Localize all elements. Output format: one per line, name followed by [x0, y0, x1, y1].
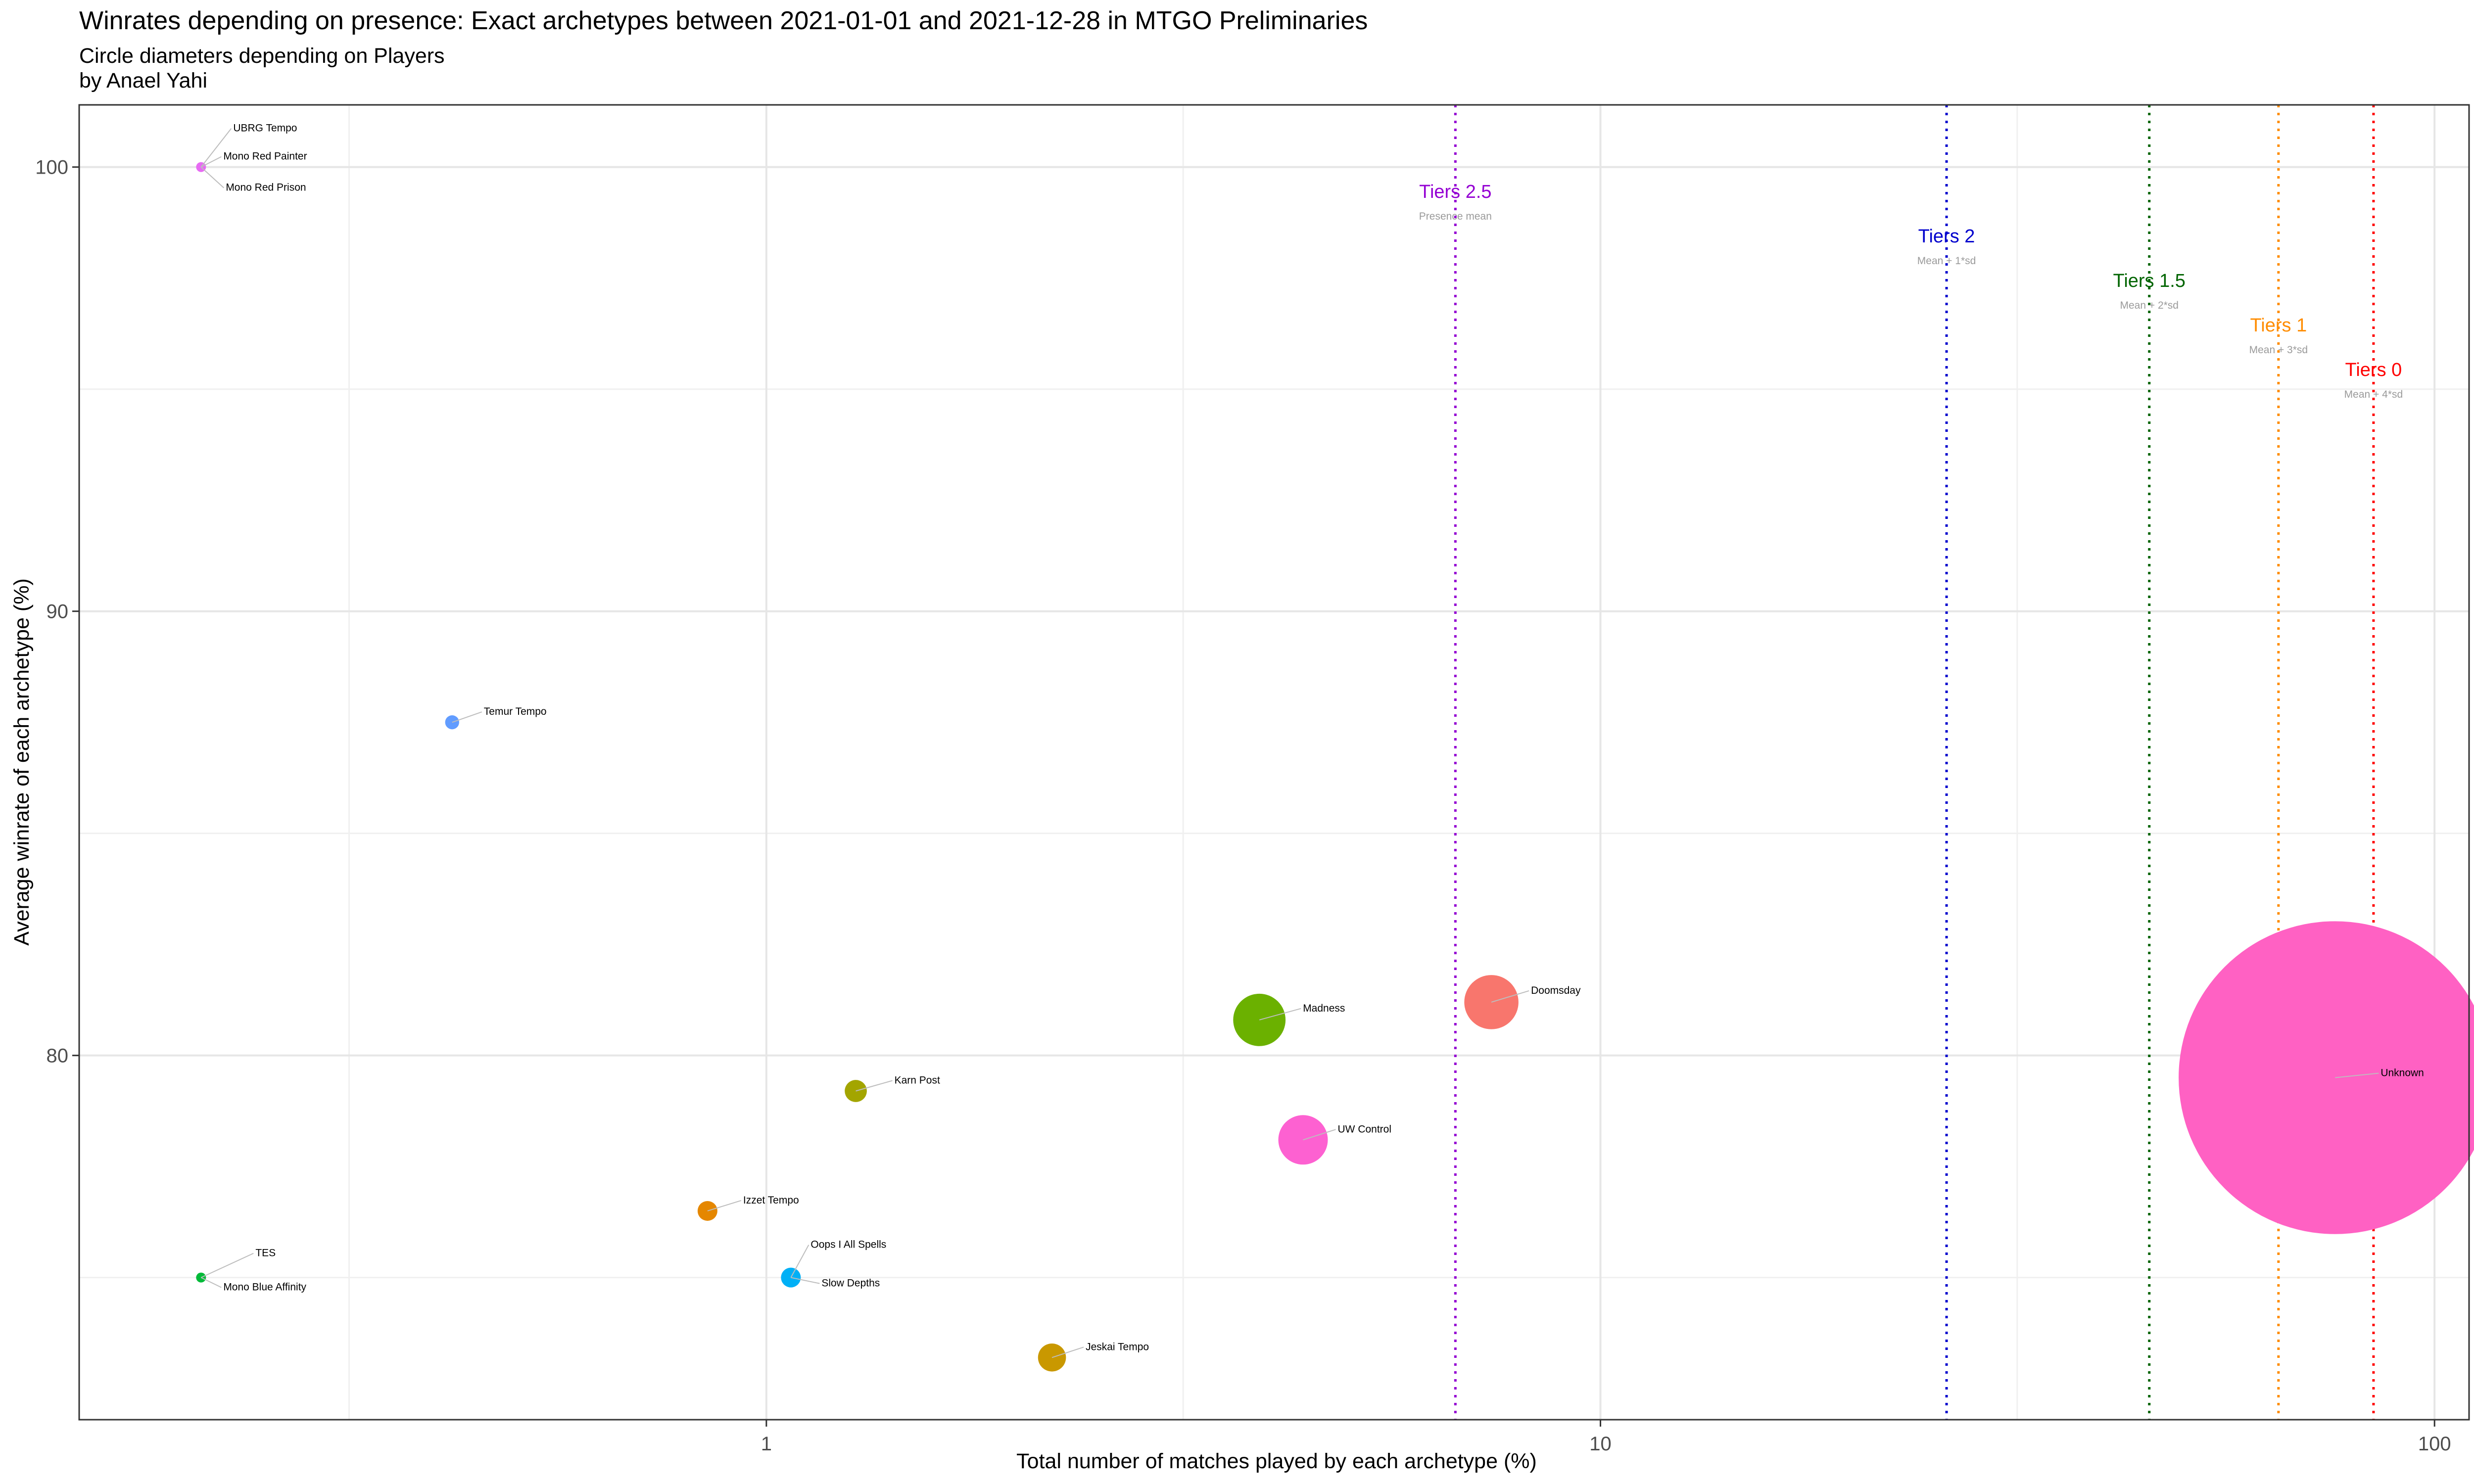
- point-label: Oops I All Spells: [810, 1239, 886, 1251]
- tier-lines: [1454, 105, 2375, 1420]
- point-label: Temur Tempo: [484, 706, 547, 717]
- label-leader: [2335, 1072, 2379, 1078]
- label-leader: [452, 711, 482, 723]
- label-leader: [200, 1277, 222, 1288]
- grid-major: [79, 105, 2469, 1420]
- data-point: [1464, 975, 1519, 1029]
- label-leader: [1491, 990, 1529, 1003]
- point-label: Jeskai Tempo: [1086, 1341, 1149, 1352]
- tier-sublabel: Mean + 4*sd: [2344, 389, 2403, 400]
- tier-label: Tiers 1.5: [2113, 271, 2186, 291]
- label-leader: [200, 156, 222, 168]
- point-label: Mono Red Prison: [226, 182, 306, 193]
- tier-labels: Tiers 2.5 Presence mean Tiers 2 Mean + 1*sd…: [1419, 182, 2403, 400]
- point-label: Mono Red Painter: [223, 151, 307, 162]
- point-label: Slow Depths: [821, 1278, 880, 1289]
- label-leader: [200, 128, 232, 168]
- x-tick-label: 1: [761, 1433, 772, 1455]
- x-axis-label: Total number of matches played by each a…: [1016, 1449, 1537, 1473]
- point-label: Doomsday: [1531, 985, 1581, 996]
- x-tick-label: 10: [1589, 1433, 1612, 1455]
- point-label: Karn Post: [895, 1075, 940, 1086]
- grid-minor: [79, 105, 2469, 1420]
- chart-subtitle: Circle diameters depending on Players by…: [79, 44, 445, 93]
- plot-border: [78, 104, 2470, 1421]
- y-tick-label: 100: [35, 157, 68, 179]
- point-labels: UBRG Tempo Mono Red Painter Mono Red Priso…: [200, 123, 2424, 1358]
- label-leader: [856, 1080, 893, 1092]
- tier-sublabel: Mean + 2*sd: [2120, 300, 2179, 311]
- y-axis-label: Average winrate of each archetype (%): [10, 395, 34, 946]
- point-label: Izzet Tempo: [743, 1195, 799, 1206]
- tier-label: Tiers 2.5: [1419, 182, 1491, 202]
- data-point: [2179, 921, 2474, 1234]
- axis-ticks: 1 10 100 80 90 100: [35, 157, 2451, 1455]
- point-label: UBRG Tempo: [233, 123, 297, 134]
- label-leader: [200, 1252, 254, 1278]
- point-label: TES: [255, 1248, 276, 1259]
- tier-sublabel: Presence mean: [1419, 211, 1492, 222]
- point-label: Madness: [1303, 1003, 1345, 1014]
- tier-sublabel: Mean + 1*sd: [1917, 255, 1976, 267]
- label-leader: [1259, 1008, 1301, 1020]
- author-line: by Anael Yahi: [79, 69, 208, 93]
- tier-sublabel: Mean + 3*sd: [2249, 344, 2308, 356]
- label-leader: [707, 1200, 742, 1211]
- point-label: Mono Blue Affinity: [223, 1282, 306, 1293]
- tier-label: Tiers 2: [1918, 226, 1975, 247]
- y-tick-label: 80: [47, 1045, 69, 1067]
- label-leader: [791, 1277, 820, 1284]
- y-axis-label-text: Average winrate of each archetype (%): [10, 578, 34, 946]
- label-leader: [1051, 1346, 1084, 1358]
- x-tick-label: 100: [2418, 1433, 2451, 1455]
- point-label: UW Control: [1338, 1123, 1392, 1135]
- label-leader: [1303, 1129, 1336, 1141]
- point-label: Unknown: [2380, 1067, 2424, 1079]
- label-leader: [200, 166, 225, 188]
- label-leader: [790, 1245, 809, 1278]
- tier-label: Tiers 0: [2345, 360, 2402, 380]
- tier-label: Tiers 1: [2250, 315, 2307, 336]
- chart-title: Winrates depending on presence: Exact ar…: [79, 6, 1368, 35]
- plot-panel: [79, 105, 2469, 1420]
- y-tick-label: 90: [47, 601, 69, 623]
- subtitle-line: Circle diameters depending on Players: [79, 44, 445, 68]
